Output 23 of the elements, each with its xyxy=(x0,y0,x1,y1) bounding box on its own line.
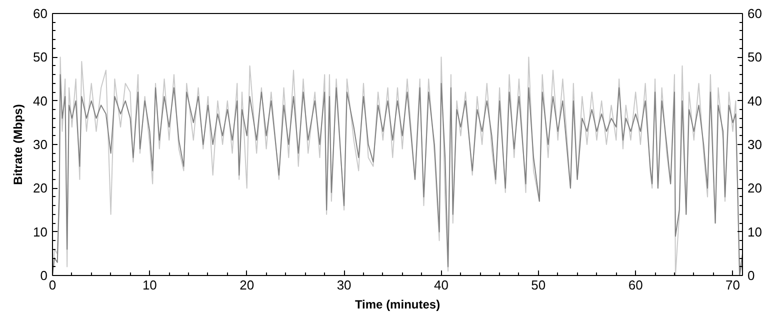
y-tick-label: 10 xyxy=(33,224,48,240)
y-tick-label: 30 xyxy=(33,137,48,152)
y2-tick-label: 60 xyxy=(748,6,762,21)
y2-tick-label: 20 xyxy=(748,180,762,196)
y-tick-label: 50 xyxy=(33,50,48,65)
x-tick-label: 10 xyxy=(142,278,157,292)
y-axis-title: Bitrate (Mbps) xyxy=(11,104,26,185)
y-tick-label: 60 xyxy=(33,6,48,21)
y2-tick-label: 0 xyxy=(748,268,755,283)
x-tick-label: 60 xyxy=(628,278,643,292)
y2-tick-label: 30 xyxy=(748,137,762,152)
y2-tick-label: 50 xyxy=(748,50,762,65)
x-tick-label: 30 xyxy=(336,278,352,292)
x-axis-title: Time (minutes) xyxy=(354,298,440,312)
y2-tick-label: 40 xyxy=(748,93,762,108)
x-tick-label: 50 xyxy=(531,278,546,292)
y-tick-label: 20 xyxy=(33,180,48,196)
y-tick-label: 0 xyxy=(40,268,48,283)
x-tick-label: 40 xyxy=(434,278,448,292)
y2-tick-label: 10 xyxy=(748,224,762,240)
y-tick-label: 40 xyxy=(33,93,48,108)
x-tick-label: 70 xyxy=(726,278,740,292)
x-tick-label: 20 xyxy=(240,278,254,292)
